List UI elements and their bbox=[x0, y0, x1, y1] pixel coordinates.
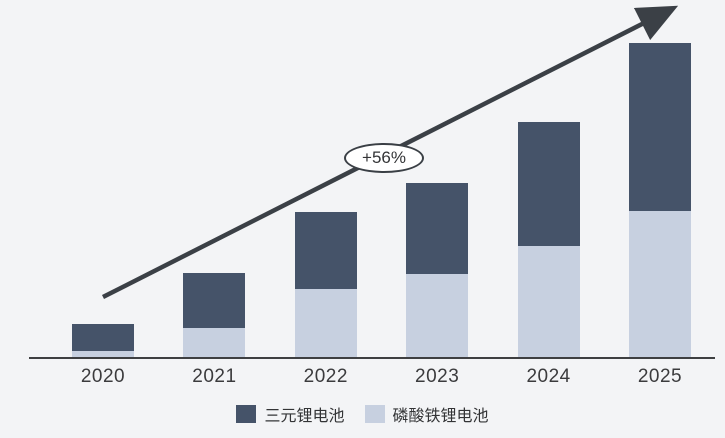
bar-segment bbox=[629, 43, 691, 211]
bar-segment bbox=[183, 273, 246, 328]
bar-segment bbox=[517, 246, 580, 358]
legend-item: 三元锂电池 bbox=[236, 402, 345, 426]
bar-segment bbox=[629, 211, 691, 358]
bar-segment bbox=[72, 324, 134, 351]
legend-label: 三元锂电池 bbox=[264, 408, 345, 425]
x-axis-label: 2024 bbox=[526, 366, 571, 387]
x-axis-label: 2025 bbox=[637, 366, 683, 387]
growth-badge: +56% bbox=[344, 143, 424, 173]
bar-segment bbox=[183, 328, 246, 358]
legend-swatch bbox=[364, 405, 385, 423]
legend: 三元锂电池 磷酸铁锂电池 bbox=[0, 402, 725, 426]
legend-swatch bbox=[236, 405, 257, 423]
x-axis-label: 2022 bbox=[303, 366, 348, 387]
bar-segment bbox=[72, 351, 134, 358]
x-axis-label: 2020 bbox=[80, 366, 126, 387]
bar-segment bbox=[406, 274, 469, 358]
bar-segment bbox=[517, 122, 580, 246]
x-axis-label: 2021 bbox=[192, 366, 237, 387]
bar-segment bbox=[406, 183, 469, 274]
growth-badge-label: +56% bbox=[362, 148, 406, 167]
legend-item: 磷酸铁锂电池 bbox=[364, 402, 489, 426]
legend-label: 磷酸铁锂电池 bbox=[392, 408, 489, 425]
x-axis-line bbox=[29, 357, 715, 359]
bar-segment bbox=[294, 212, 357, 289]
bar-segment bbox=[294, 289, 357, 358]
x-axis-label: 2023 bbox=[415, 366, 460, 387]
